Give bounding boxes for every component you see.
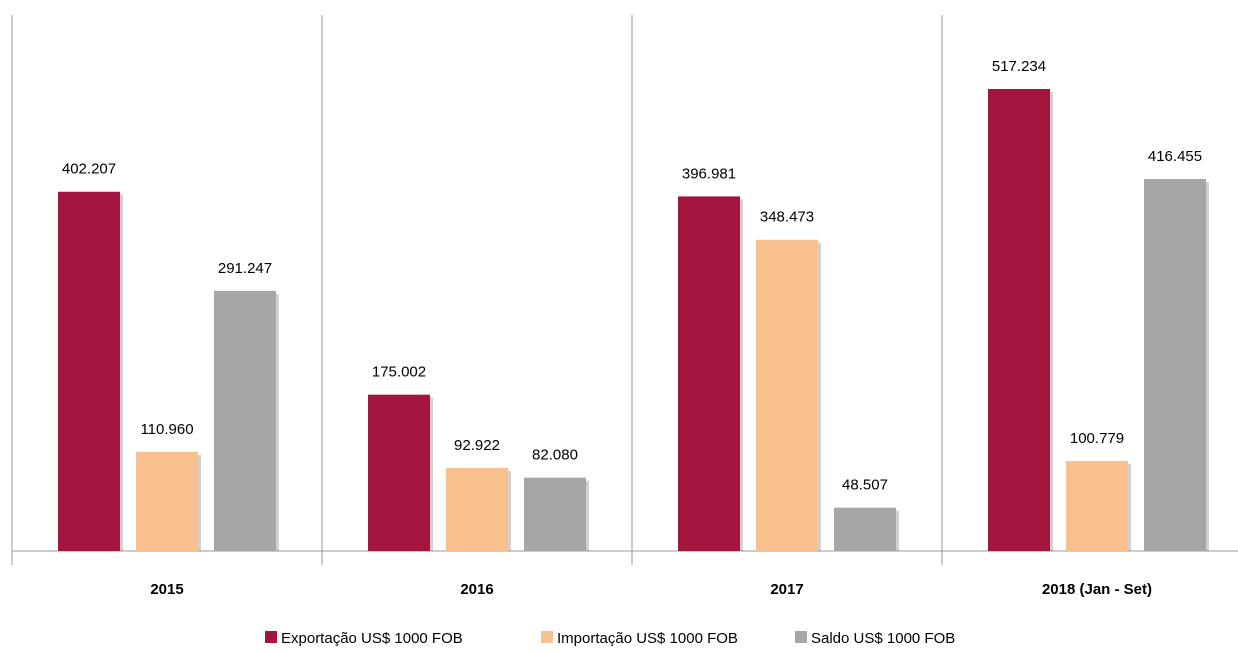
x-tick-label: 2015 [150,581,183,598]
data-label: 110.960 [140,421,193,438]
bar [834,507,896,551]
legend-swatch [541,631,553,643]
bar [756,239,818,551]
data-label: 175.002 [372,364,426,381]
bar [1066,460,1128,551]
data-label: 402.207 [62,161,116,178]
legend-swatch [265,631,277,643]
bar [988,89,1050,551]
bar [678,196,740,552]
data-label: 92.922 [454,437,500,454]
data-label: 100.779 [1070,430,1124,447]
bar [136,451,198,551]
bar [446,468,508,551]
data-label: 48.507 [842,477,888,494]
data-label: 348.473 [760,209,814,226]
bar [524,477,586,551]
bar [58,191,120,551]
data-label: 517.234 [992,58,1046,75]
bar [1144,179,1206,551]
x-tick-label: 2016 [460,581,493,598]
legend-swatch [795,631,807,643]
x-tick-label: 2017 [770,581,803,598]
bar [214,290,276,551]
legend-label: Saldo US$ 1000 FOB [811,630,955,647]
data-label: 416.455 [1148,148,1202,165]
x-tick-label: 2018 (Jan - Set) [1042,581,1152,598]
data-label: 396.981 [682,165,736,182]
legend-label: Importação US$ 1000 FOB [557,630,738,647]
data-label: 82.080 [532,447,578,464]
legend-label: Exportação US$ 1000 FOB [281,630,463,647]
bar [368,394,430,551]
data-label: 291.247 [218,260,272,277]
